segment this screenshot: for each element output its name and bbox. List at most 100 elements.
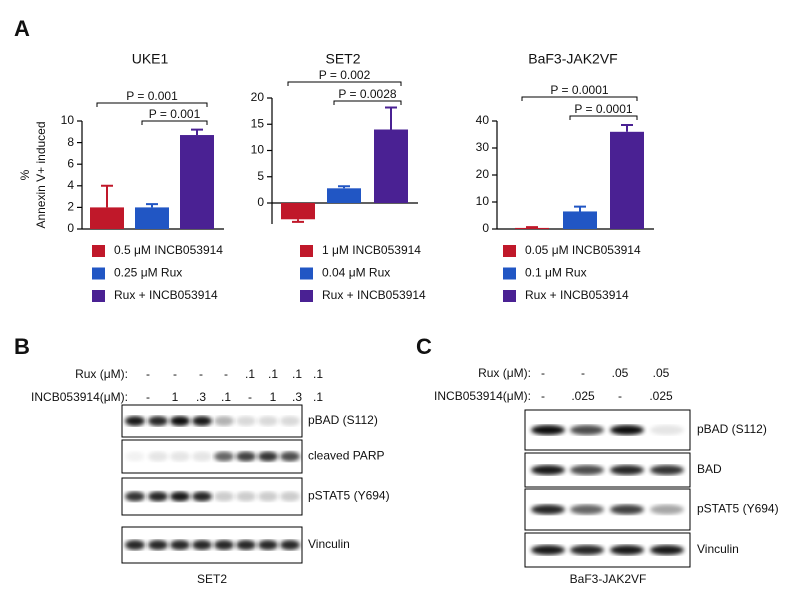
bar: [90, 207, 124, 229]
blot-band: [236, 416, 256, 426]
lane-label: 1: [270, 390, 277, 404]
blot-band: [570, 545, 604, 555]
lane-label: .3: [196, 390, 206, 404]
bar: [180, 135, 214, 229]
blot-band: [531, 545, 565, 555]
blot-band: [192, 540, 212, 550]
bar: [281, 203, 315, 220]
legend-label: 0.05 μM INCB053914: [525, 243, 641, 257]
p-value: P = 0.001: [149, 107, 201, 121]
error-bar: [338, 185, 350, 189]
lane-label: .025: [649, 389, 673, 403]
blot-band: [531, 504, 565, 515]
blot-band: [280, 540, 300, 550]
y-tick-label: 6: [67, 156, 74, 170]
blot-band: [170, 451, 190, 462]
blot-band: [280, 416, 300, 426]
p-value: P = 0.0028: [338, 87, 396, 101]
p-value: P = 0.0001: [550, 83, 608, 97]
blot-band: [280, 451, 300, 462]
blot-band: [125, 451, 145, 462]
bar: [135, 207, 169, 229]
blot-band: [650, 425, 684, 435]
lane-label: .1: [268, 367, 278, 381]
legend-label: Rux + INCB053914: [525, 288, 629, 302]
y-tick-label: 10: [251, 143, 265, 157]
error-bar: [101, 184, 113, 208]
lane-label: .1: [292, 367, 302, 381]
blot-band: [148, 451, 168, 462]
blot-band: [570, 465, 604, 475]
blot-band: [650, 465, 684, 475]
blot-band: [258, 491, 278, 502]
blot-band: [148, 491, 168, 502]
lane-label: .025: [571, 389, 595, 403]
blot-band: [214, 451, 234, 462]
blot-band: [192, 451, 212, 462]
cell-line: BaF3-JAK2VF: [570, 572, 647, 586]
blot-row-label: pBAD (S112): [308, 413, 378, 427]
y-tick-label: 5: [257, 169, 264, 183]
y-tick-label: 4: [67, 178, 74, 192]
legend-swatch: [92, 290, 105, 302]
error-bar: [385, 106, 397, 130]
blot-band: [610, 545, 644, 555]
bar: [374, 129, 408, 203]
blot-band: [192, 491, 212, 502]
blot-band: [214, 491, 234, 502]
blot-band: [125, 491, 145, 502]
y-axis-label: Annexin V+ induced: [34, 121, 48, 228]
panel-letter: C: [416, 334, 432, 359]
y-tick-label: 20: [251, 90, 265, 104]
lane-label: .3: [292, 390, 302, 404]
legend-swatch: [92, 245, 105, 257]
legend-swatch: [300, 267, 313, 280]
legend-label: 0.25 μM Rux: [114, 266, 182, 280]
legend-swatch: [503, 267, 516, 280]
blot-band: [214, 540, 234, 550]
error-bar: [574, 205, 586, 212]
lane-label: -: [541, 389, 545, 403]
blot-band: [148, 540, 168, 550]
lane-label: -: [618, 389, 622, 403]
y-tick-label: 0: [257, 195, 264, 209]
chart-title: BaF3-JAK2VF: [528, 51, 617, 67]
chart-title: SET2: [325, 51, 360, 67]
legend-swatch: [300, 290, 313, 302]
lane-label: -: [146, 367, 150, 381]
lane-label: -: [224, 367, 228, 381]
blot-band: [610, 465, 644, 475]
rux-label: Rux (μM):: [75, 367, 128, 381]
legend-swatch: [503, 290, 516, 302]
panel-letter: A: [14, 16, 30, 41]
significance-bracket: [521, 96, 638, 101]
blot-band: [236, 451, 256, 462]
blot-band: [170, 540, 190, 550]
legend-label: 0.5 μM INCB053914: [114, 243, 223, 257]
panel-letter: B: [14, 334, 30, 359]
significance-bracket: [141, 120, 208, 125]
cell-line: SET2: [197, 572, 227, 586]
legend-label: 1 μM INCB053914: [322, 243, 421, 257]
blot-band: [570, 425, 604, 435]
lane-label: .1: [313, 390, 323, 404]
bar: [327, 188, 361, 203]
y-tick-label: 30: [476, 140, 490, 154]
lane-label: -: [173, 367, 177, 381]
y-tick-label: 0: [482, 221, 489, 235]
lane-label: .1: [313, 367, 323, 381]
blot-band: [170, 491, 190, 502]
blot-band: [148, 416, 168, 426]
legend-swatch: [503, 245, 516, 257]
significance-bracket: [96, 102, 208, 107]
p-value: P = 0.0001: [574, 102, 632, 116]
significance-bracket: [569, 115, 638, 120]
p-value: P = 0.001: [126, 89, 178, 103]
blot-band: [570, 504, 604, 515]
blot-band: [192, 416, 212, 426]
blot-row-label: BAD: [697, 462, 722, 476]
blot-band: [214, 416, 234, 426]
y-tick-label: 20: [476, 167, 490, 181]
incb-label: INCB053914(μM):: [434, 389, 531, 403]
